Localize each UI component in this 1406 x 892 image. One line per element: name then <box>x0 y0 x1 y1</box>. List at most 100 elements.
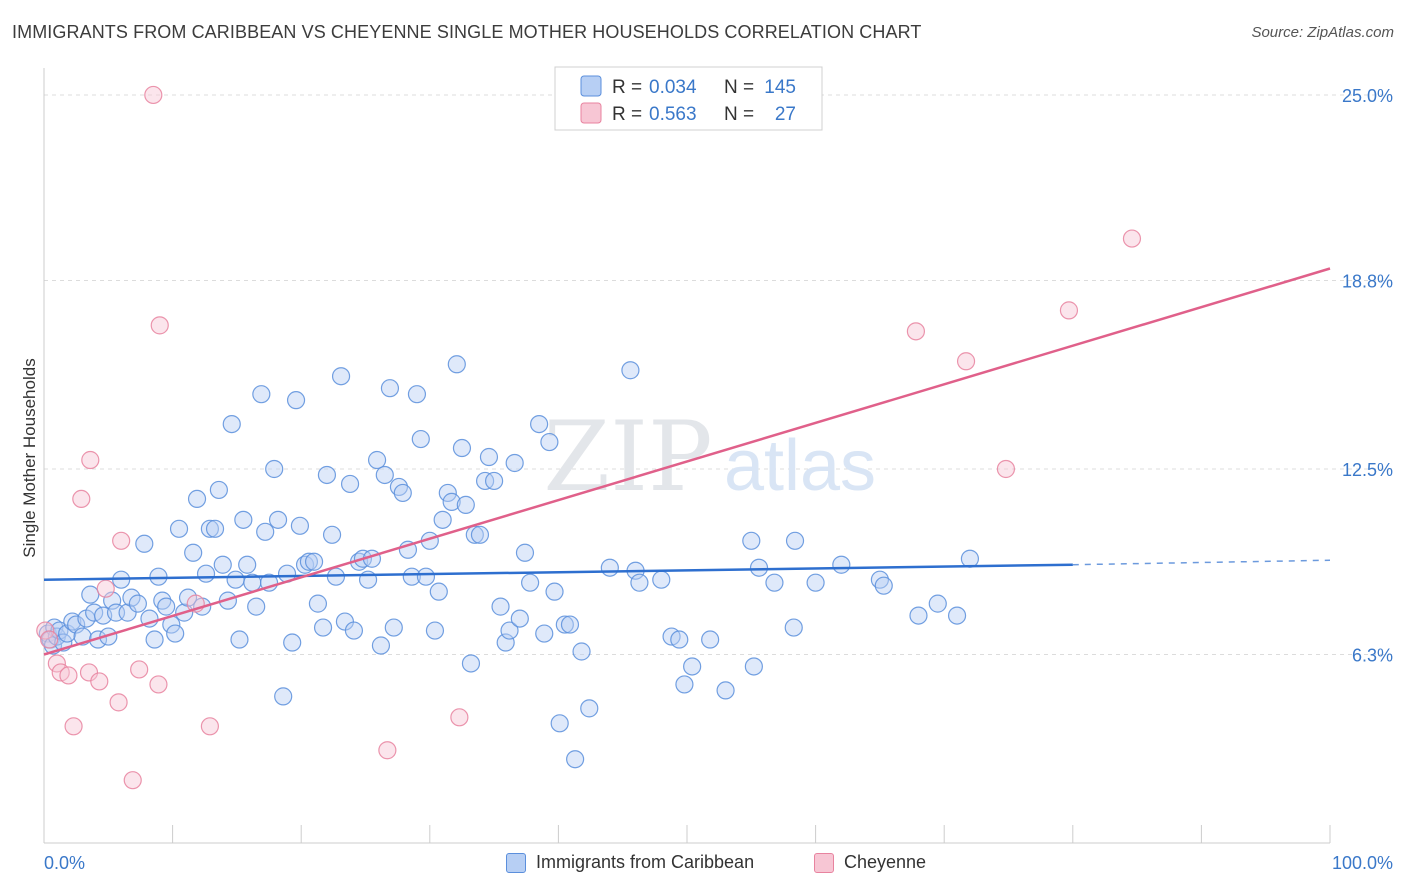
caribbean-point <box>560 615 580 634</box>
legend-item-cheyenne[interactable]: Cheyenne <box>814 852 926 873</box>
data-points <box>36 85 1142 790</box>
caribbean-point <box>274 687 293 706</box>
caribbean-point <box>874 576 893 595</box>
caribbean-point <box>433 510 452 529</box>
caribbean-point <box>213 555 232 574</box>
caribbean-point <box>340 474 360 494</box>
caribbean-point <box>652 570 671 589</box>
caribbean-point <box>491 597 510 616</box>
cheyenne-point <box>150 316 169 335</box>
stats-legend-swatch-blue <box>580 75 602 97</box>
caribbean-point <box>701 630 720 649</box>
caribbean-trend-extension <box>1072 559 1331 566</box>
caribbean-point <box>196 564 216 583</box>
axes <box>43 68 1331 844</box>
cheyenne-point <box>906 322 926 341</box>
caribbean-point <box>785 531 805 550</box>
caribbean-point <box>784 618 803 637</box>
caribbean-point <box>438 483 457 503</box>
caribbean-point <box>683 657 702 676</box>
cheyenne-point <box>149 675 168 694</box>
x-tick-label: 0.0% <box>44 853 85 873</box>
caribbean-point <box>222 414 241 434</box>
caribbean-point <box>290 516 310 535</box>
cheyenne-point <box>79 663 99 682</box>
caribbean-point <box>566 750 585 769</box>
caribbean-point <box>299 552 319 571</box>
caribbean-point <box>256 522 275 541</box>
stats-n-value: 27 <box>775 104 796 125</box>
cheyenne-point <box>64 717 83 736</box>
caribbean-point <box>572 642 591 661</box>
watermark-atlas: atlas <box>724 426 876 506</box>
cheyenne-point <box>956 352 976 371</box>
cheyenne-point <box>1059 301 1079 320</box>
caribbean-point <box>479 447 499 467</box>
watermark-zip: ZIP <box>543 401 712 513</box>
legend-swatch-pink <box>814 852 834 873</box>
caribbean-point <box>367 450 387 470</box>
caribbean-point <box>157 597 176 616</box>
caribbean-point <box>268 510 288 529</box>
caribbean-point <box>555 615 574 634</box>
caribbean-point <box>447 355 466 374</box>
caribbean-point <box>909 606 928 625</box>
caribbean-point <box>515 543 535 562</box>
caribbean-point <box>308 594 328 613</box>
caribbean-point <box>505 453 524 473</box>
caribbean-point <box>209 480 228 500</box>
cheyenne-point <box>96 579 115 598</box>
caribbean-point <box>496 633 515 652</box>
y-tick-label: 25.0% <box>1342 86 1393 106</box>
caribbean-point <box>742 531 761 550</box>
caribbean-point <box>247 597 266 616</box>
caribbean-point <box>429 582 448 601</box>
caribbean-point <box>535 624 554 643</box>
chart-title: IMMIGRANTS FROM CARIBBEAN VS CHEYENNE SI… <box>12 22 922 42</box>
caribbean-point <box>749 558 769 577</box>
stats-r-value: 0.563 <box>649 104 697 125</box>
stats-n-label: N = <box>724 77 754 98</box>
caribbean-point <box>470 525 490 544</box>
caribbean-point <box>580 699 599 718</box>
source-credit: Source: ZipAtlas.com <box>1251 24 1394 41</box>
y-tick-label: 12.5% <box>1342 460 1393 480</box>
caribbean-point <box>452 438 472 458</box>
cheyenne-point <box>36 621 55 640</box>
cheyenne-point <box>81 450 100 470</box>
caribbean-point <box>716 681 735 700</box>
caribbean-point <box>304 552 324 571</box>
series-legend: Immigrants from Caribbean Cheyenne <box>0 852 1406 878</box>
caribbean-point <box>630 573 649 592</box>
caribbean-point <box>461 654 481 673</box>
cheyenne-trend-line <box>43 267 1331 656</box>
caribbean-point <box>960 549 980 568</box>
watermark: ZIP atlas <box>543 401 876 513</box>
caribbean-point <box>286 391 306 410</box>
caribbean-point <box>928 594 947 613</box>
caribbean-point <box>313 618 333 637</box>
caribbean-point <box>169 519 189 538</box>
caribbean-point <box>425 621 445 640</box>
caribbean-point <box>670 630 689 649</box>
caribbean-point <box>230 630 249 649</box>
caribbean-point <box>322 525 342 544</box>
legend-item-caribbean[interactable]: Immigrants from Caribbean <box>506 852 754 873</box>
stats-n-label: N = <box>724 104 754 125</box>
caribbean-point <box>442 492 461 511</box>
cheyenne-point <box>1122 229 1142 248</box>
cheyenne-point <box>112 531 131 550</box>
caribbean-point <box>384 618 403 637</box>
caribbean-point <box>135 534 154 553</box>
cheyenne-point <box>109 693 128 712</box>
caribbean-point <box>375 465 394 485</box>
trend-lines <box>43 267 1331 656</box>
cheyenne-point <box>200 717 219 736</box>
caribbean-point <box>118 603 137 622</box>
caribbean-point <box>510 609 529 628</box>
cheyenne-point <box>59 666 78 685</box>
caribbean-point <box>545 582 564 601</box>
caribbean-point <box>947 606 967 625</box>
stats-legend-swatch-pink <box>580 102 602 124</box>
x-tick-label: 100.0% <box>1332 853 1393 873</box>
